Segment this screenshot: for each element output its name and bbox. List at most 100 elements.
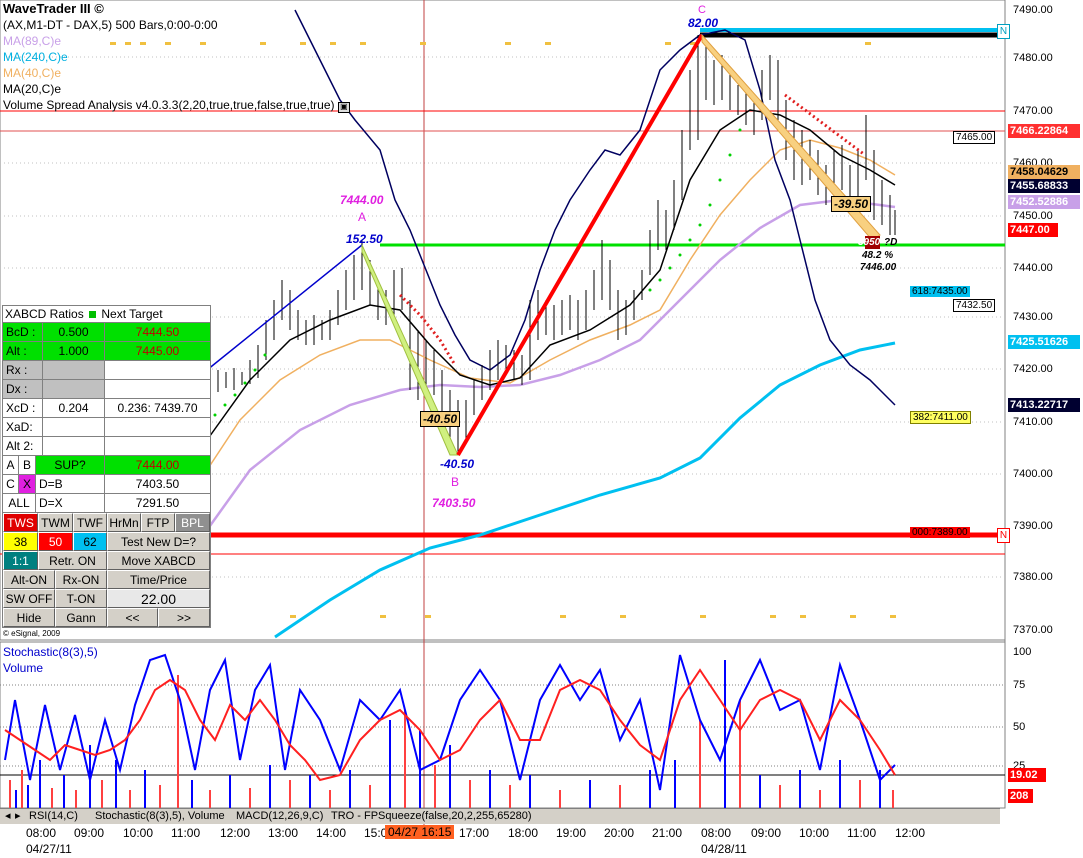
bcd-target[interactable]: 7444.50 xyxy=(105,323,210,341)
gann-button[interactable]: Gann xyxy=(55,608,107,627)
num-38-button[interactable]: 38 xyxy=(3,532,38,551)
time-tick: 14:00 xyxy=(316,826,347,840)
point-b-price: 7403.50 xyxy=(432,496,476,510)
price-tick: 7470.00 xyxy=(1013,105,1053,117)
study-ma240[interactable]: MA(240,C)e xyxy=(3,50,68,64)
price-box-ma20: 7455.68833 xyxy=(1008,179,1080,193)
alt2-target[interactable] xyxy=(105,437,210,455)
volume-label[interactable]: Volume xyxy=(3,661,44,675)
study-ma40[interactable]: MA(40,C)e xyxy=(3,66,62,80)
price-tick: 7430.00 xyxy=(1013,311,1053,323)
point-x-price: 7444.00 xyxy=(340,193,384,207)
rx-ratio xyxy=(43,361,105,379)
move-xabcd-button[interactable]: Move XABCD xyxy=(107,551,210,570)
hrmn-button[interactable]: HrMn xyxy=(107,513,141,532)
stochastic-label[interactable]: Stochastic(8(3),5) xyxy=(3,645,98,659)
tag-7432: 7432.50 xyxy=(953,299,996,312)
alt-on-button[interactable]: Alt-ON xyxy=(3,570,55,589)
test-new-button[interactable]: Test New D=? xyxy=(107,532,210,551)
date-tick: 04/27/11 xyxy=(26,842,72,856)
hide-button[interactable]: Hide xyxy=(3,608,55,627)
vsa-label: Volume Spread Analysis v4.0.3.3(2,20,tru… xyxy=(3,98,335,112)
level-mark-n[interactable]: N xyxy=(997,24,1010,39)
price-box-ma240: 7425.51626 xyxy=(1008,335,1080,349)
price-box-ma-red: 7466.22864 xyxy=(1008,124,1080,138)
price-tick: 7370.00 xyxy=(1013,624,1053,636)
price-candles xyxy=(209,35,896,455)
db-value[interactable]: 7403.50 xyxy=(135,477,180,491)
price-box-ma40: 7458.04629 xyxy=(1008,165,1080,179)
alt-label: Alt : xyxy=(3,342,43,360)
price-tick: 7390.00 xyxy=(1013,520,1053,532)
study-vsa[interactable]: Volume Spread Analysis v4.0.3.3(2,20,tru… xyxy=(3,98,350,113)
d-pct-text: 48.2 % xyxy=(862,250,894,261)
x-button[interactable]: X xyxy=(19,475,36,493)
fib-618-label: 618:7435.00 xyxy=(910,286,970,297)
time-value-field[interactable]: 22.00 xyxy=(107,589,210,608)
ab-a-button[interactable]: A xyxy=(3,456,19,474)
price-box-channel: 7413.22717 xyxy=(1008,398,1080,412)
ma240-line xyxy=(274,341,896,639)
ab-leg xyxy=(361,244,459,456)
t-on-button[interactable]: T-ON xyxy=(55,589,107,608)
rx-on-button[interactable]: Rx-ON xyxy=(55,570,107,589)
study-ma89[interactable]: MA(89,C)e xyxy=(3,34,62,48)
time-tick: 08:00 xyxy=(26,826,57,840)
num-62-button[interactable]: 62 xyxy=(73,532,107,551)
xcd-label: XcD : xyxy=(3,399,43,417)
tab-tro-fpsqueeze[interactable]: TRO - FPSqueeze(false,20,2,255,65280) xyxy=(331,810,532,822)
time-price-button[interactable]: Time/Price xyxy=(107,570,210,589)
tab-scroll-left-icon[interactable]: ◂ xyxy=(5,810,11,822)
prev-button[interactable]: << xyxy=(107,608,158,627)
stoch-d-line xyxy=(4,668,896,782)
tws-button[interactable]: TWS xyxy=(3,513,38,532)
xabcd-panel: XABCD Ratios Next Target BcD :0.500 7444.… xyxy=(2,305,211,628)
next-button[interactable]: >> xyxy=(158,608,210,627)
fib-382-label: 382:7411.00 xyxy=(910,411,971,424)
level-mark-n[interactable]: N xyxy=(997,528,1010,543)
all-button[interactable]: ALL xyxy=(3,494,36,512)
xcd-target[interactable]: 0.236: 7439.70 xyxy=(117,401,198,415)
alt-target[interactable]: 7445.00 xyxy=(105,342,210,360)
dx-value[interactable]: 7291.50 xyxy=(135,496,180,510)
db-label: D=B xyxy=(36,475,105,493)
time-tick: 12:00 xyxy=(220,826,251,840)
time-tick: 08:00 xyxy=(701,826,732,840)
xcd-ratio: 0.204 xyxy=(43,399,105,417)
next-target-icon xyxy=(89,311,97,318)
twm-button[interactable]: TWM xyxy=(38,513,73,532)
ab-b-button[interactable]: B xyxy=(19,456,36,474)
xad-target[interactable] xyxy=(105,418,210,436)
sw-off-button[interactable]: SW OFF xyxy=(3,589,55,608)
price-tick: 7490.00 xyxy=(1013,4,1053,16)
num-50-button[interactable]: 50 xyxy=(38,532,73,551)
copyright: © eSignal, 2009 xyxy=(3,629,61,638)
tab-stochastic-volume[interactable]: Stochastic(8(3),5), Volume xyxy=(95,810,225,822)
time-tick: 20:00 xyxy=(604,826,635,840)
bpl-button[interactable]: BPL xyxy=(175,513,210,532)
study-ma20[interactable]: MA(20,C)e xyxy=(3,82,62,96)
tag-7465: 7465.00 xyxy=(953,131,996,144)
retr-on-button[interactable]: Retr. ON xyxy=(38,551,107,570)
ma89-line xyxy=(205,198,896,531)
lock-icon[interactable]: ▣ xyxy=(337,102,350,113)
tab-macd[interactable]: MACD(12,26,9,C) xyxy=(236,810,324,822)
rx-target[interactable] xyxy=(105,361,210,379)
d-price: 7446.00 xyxy=(860,262,897,273)
ma20-line xyxy=(206,109,896,441)
volume-value-box: 208 xyxy=(1008,789,1033,803)
dx-label: Dx : xyxy=(3,380,43,398)
tab-rsi[interactable]: RSI(14,C) xyxy=(29,810,78,822)
c-button[interactable]: C xyxy=(3,475,19,493)
dx-target[interactable] xyxy=(105,380,210,398)
xabcd-title-row: XABCD Ratios Next Target xyxy=(3,306,210,324)
sup-value[interactable]: 7444.00 xyxy=(105,456,210,474)
tab-scroll-right-icon[interactable]: ▸ xyxy=(15,810,21,822)
osc-tick: 50 xyxy=(1013,721,1026,733)
xabcd-title: XABCD Ratios xyxy=(5,307,84,321)
bcd-ratio: 0.500 xyxy=(43,323,105,341)
twf-button[interactable]: TWF xyxy=(73,513,107,532)
bcd-label: BcD : xyxy=(3,323,43,341)
ratio-11-button[interactable]: 1:1 xyxy=(3,551,38,570)
ftp-button[interactable]: FTP xyxy=(141,513,175,532)
